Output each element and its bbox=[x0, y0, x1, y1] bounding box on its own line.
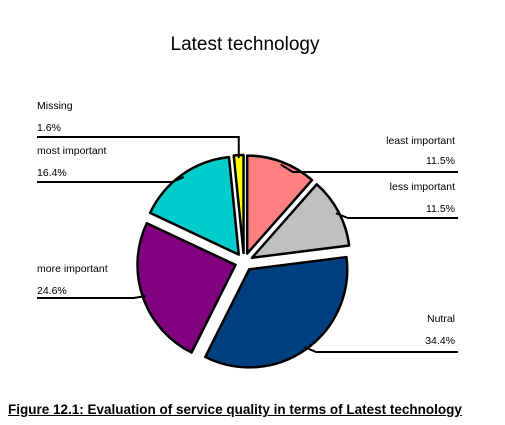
leader-line bbox=[37, 295, 146, 299]
pie-slice-less-important bbox=[250, 183, 351, 260]
figure-caption: Figure 12.1: Evaluation of service quali… bbox=[8, 402, 462, 417]
pie-slice-least-important bbox=[245, 154, 314, 255]
slice-value-label: 11.5% bbox=[426, 203, 455, 215]
pie-slice-nutral bbox=[204, 255, 349, 369]
slice-label: least important bbox=[386, 135, 455, 147]
slice-label: more important bbox=[37, 263, 108, 275]
slice-label: Nutral bbox=[427, 313, 455, 325]
leader-line bbox=[37, 176, 185, 183]
slice-label: Missing bbox=[37, 100, 73, 112]
pie-slice-most-important bbox=[148, 155, 241, 256]
leader-line bbox=[280, 163, 458, 173]
chart-title: Latest technology bbox=[170, 34, 320, 55]
slice-value-label: 24.6% bbox=[37, 285, 67, 297]
slice-value-label: 16.4% bbox=[37, 167, 67, 179]
leader-line bbox=[37, 136, 240, 159]
slice-value-label: 1.6% bbox=[37, 122, 61, 134]
slice-value-label: 11.5% bbox=[426, 155, 455, 167]
leader-line bbox=[335, 212, 458, 219]
slice-label: less important bbox=[390, 181, 455, 193]
leader-line bbox=[303, 346, 458, 353]
slice-label: most important bbox=[37, 145, 107, 157]
slice-value-label: 34.4% bbox=[425, 335, 455, 347]
